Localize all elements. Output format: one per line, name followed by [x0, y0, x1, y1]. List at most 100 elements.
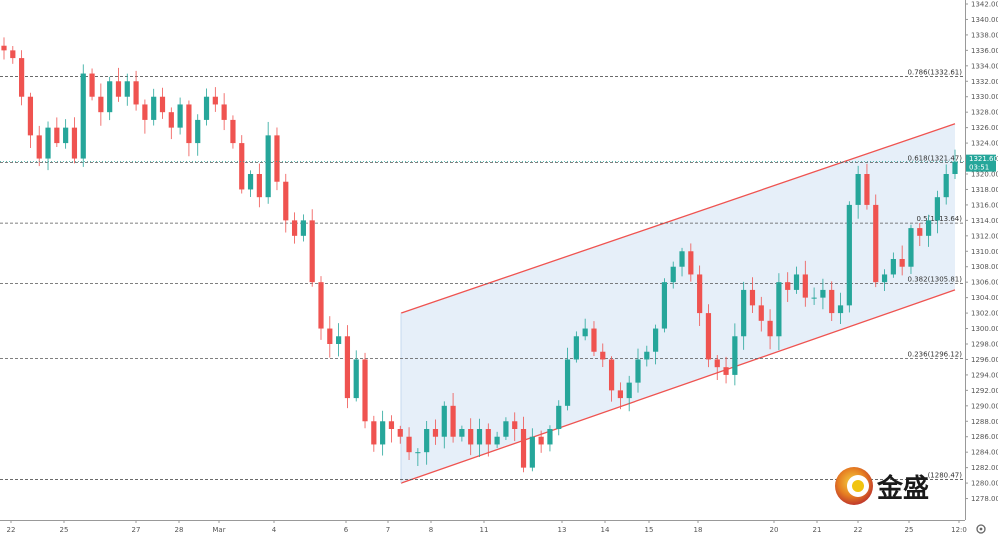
- candle-body: [239, 143, 245, 190]
- y-tick-label: 1308.00: [971, 263, 998, 271]
- candle-body: [679, 251, 685, 267]
- channel-lower-line[interactable]: [400, 289, 956, 484]
- candle-body: [529, 436, 535, 468]
- candle-body: [741, 289, 747, 337]
- y-tick-label: 1334.00: [971, 62, 998, 70]
- candle-body: [855, 174, 861, 205]
- fib-level-label: 0.236(1296.12): [908, 351, 963, 359]
- settings-button[interactable]: [976, 524, 986, 534]
- candle-body: [934, 197, 940, 221]
- x-tick-label: 22: [854, 526, 863, 534]
- candle-body: [802, 274, 808, 298]
- candle-body: [890, 259, 896, 275]
- gear-icon[interactable]: [976, 524, 986, 534]
- candle-body: [793, 274, 800, 290]
- candle-body: [432, 429, 439, 437]
- candle-body: [142, 104, 148, 120]
- candle-body: [71, 127, 78, 159]
- candle-body: [89, 73, 95, 97]
- candle-body: [459, 429, 465, 437]
- y-tick-label: 1320.00: [971, 171, 998, 179]
- fib-level-label: (1280.47): [928, 471, 963, 479]
- candle-body: [758, 305, 764, 321]
- y-tick-label: 1304.00: [971, 294, 998, 302]
- candle-body: [776, 282, 782, 337]
- x-tick-label: 12:0: [951, 526, 967, 534]
- candle-body: [124, 81, 130, 97]
- last-price-label: 1321.60: [969, 155, 998, 163]
- x-tick-label: 25: [60, 526, 69, 534]
- candle-body: [732, 336, 738, 375]
- y-tick-label: 1302.00: [971, 310, 998, 318]
- candle-body: [829, 289, 835, 314]
- candle-body: [644, 351, 650, 360]
- y-tick-label: 1290.00: [971, 402, 998, 410]
- price-axis-panel[interactable]: [965, 0, 998, 539]
- candle-body: [512, 421, 518, 429]
- candle-body: [151, 96, 157, 120]
- candle-body: [415, 452, 421, 454]
- candle-body: [177, 104, 183, 128]
- candle-body: [221, 104, 227, 120]
- candle-body: [653, 328, 659, 352]
- candle-body: [494, 436, 500, 445]
- candle-body: [98, 96, 104, 113]
- candle-body: [714, 359, 720, 368]
- candle-body: [1, 45, 7, 51]
- candle-body: [591, 328, 597, 352]
- x-tick-label: 18: [694, 526, 703, 534]
- x-tick-label: 20: [770, 526, 779, 534]
- candle-body: [485, 429, 491, 445]
- fib-level-label: 0.618(1321.47): [908, 155, 963, 163]
- candle-body: [582, 328, 588, 337]
- candle-body: [45, 127, 51, 159]
- y-tick-label: 1318.00: [971, 186, 998, 194]
- channel-upper-line[interactable]: [400, 123, 956, 314]
- candle-body: [749, 289, 756, 306]
- candle-body: [300, 220, 306, 236]
- y-tick-label: 1338.00: [971, 31, 998, 39]
- candle-body: [195, 119, 201, 144]
- candle-body: [309, 220, 315, 283]
- candle-body: [670, 266, 676, 283]
- fib-level-label: 0.786(1332.61): [908, 69, 963, 77]
- logo-emblem-core: [852, 480, 864, 492]
- candle-body: [564, 359, 571, 406]
- candle-body: [27, 96, 34, 136]
- candle-body: [19, 58, 25, 97]
- candle-body: [388, 421, 395, 429]
- x-tick-label: 4: [272, 526, 277, 534]
- candle-body: [230, 119, 236, 144]
- y-tick-label: 1336.00: [971, 47, 998, 55]
- y-tick-label: 1316.00: [971, 201, 998, 209]
- candle-body: [265, 135, 271, 198]
- candle-body: [635, 359, 641, 383]
- candle-body: [503, 421, 509, 437]
- candle-body: [203, 96, 210, 120]
- candle-body: [520, 429, 527, 468]
- x-tick-label: 22: [7, 526, 16, 534]
- y-tick-label: 1342.00: [971, 1, 998, 9]
- candle-body: [441, 405, 447, 437]
- x-tick-label: 15: [645, 526, 654, 534]
- candle-body: [115, 81, 122, 97]
- candle-body: [212, 96, 218, 105]
- y-tick-label: 1306.00: [971, 279, 998, 287]
- y-tick-label: 1296.00: [971, 356, 998, 364]
- y-tick-label: 1340.00: [971, 16, 998, 24]
- x-tick-label: 6: [344, 526, 349, 534]
- candle-body: [159, 96, 166, 113]
- candle-body: [476, 429, 483, 445]
- candle-body: [10, 50, 16, 59]
- candle-body: [133, 81, 139, 105]
- candle-body: [256, 174, 262, 198]
- candle-body: [547, 429, 553, 445]
- y-tick-label: 1278.00: [971, 495, 998, 503]
- candle-body: [344, 336, 351, 399]
- y-tick-label: 1284.00: [971, 449, 998, 457]
- candle-body: [274, 135, 280, 182]
- candle-body: [573, 336, 579, 360]
- channel-fill: [401, 123, 955, 484]
